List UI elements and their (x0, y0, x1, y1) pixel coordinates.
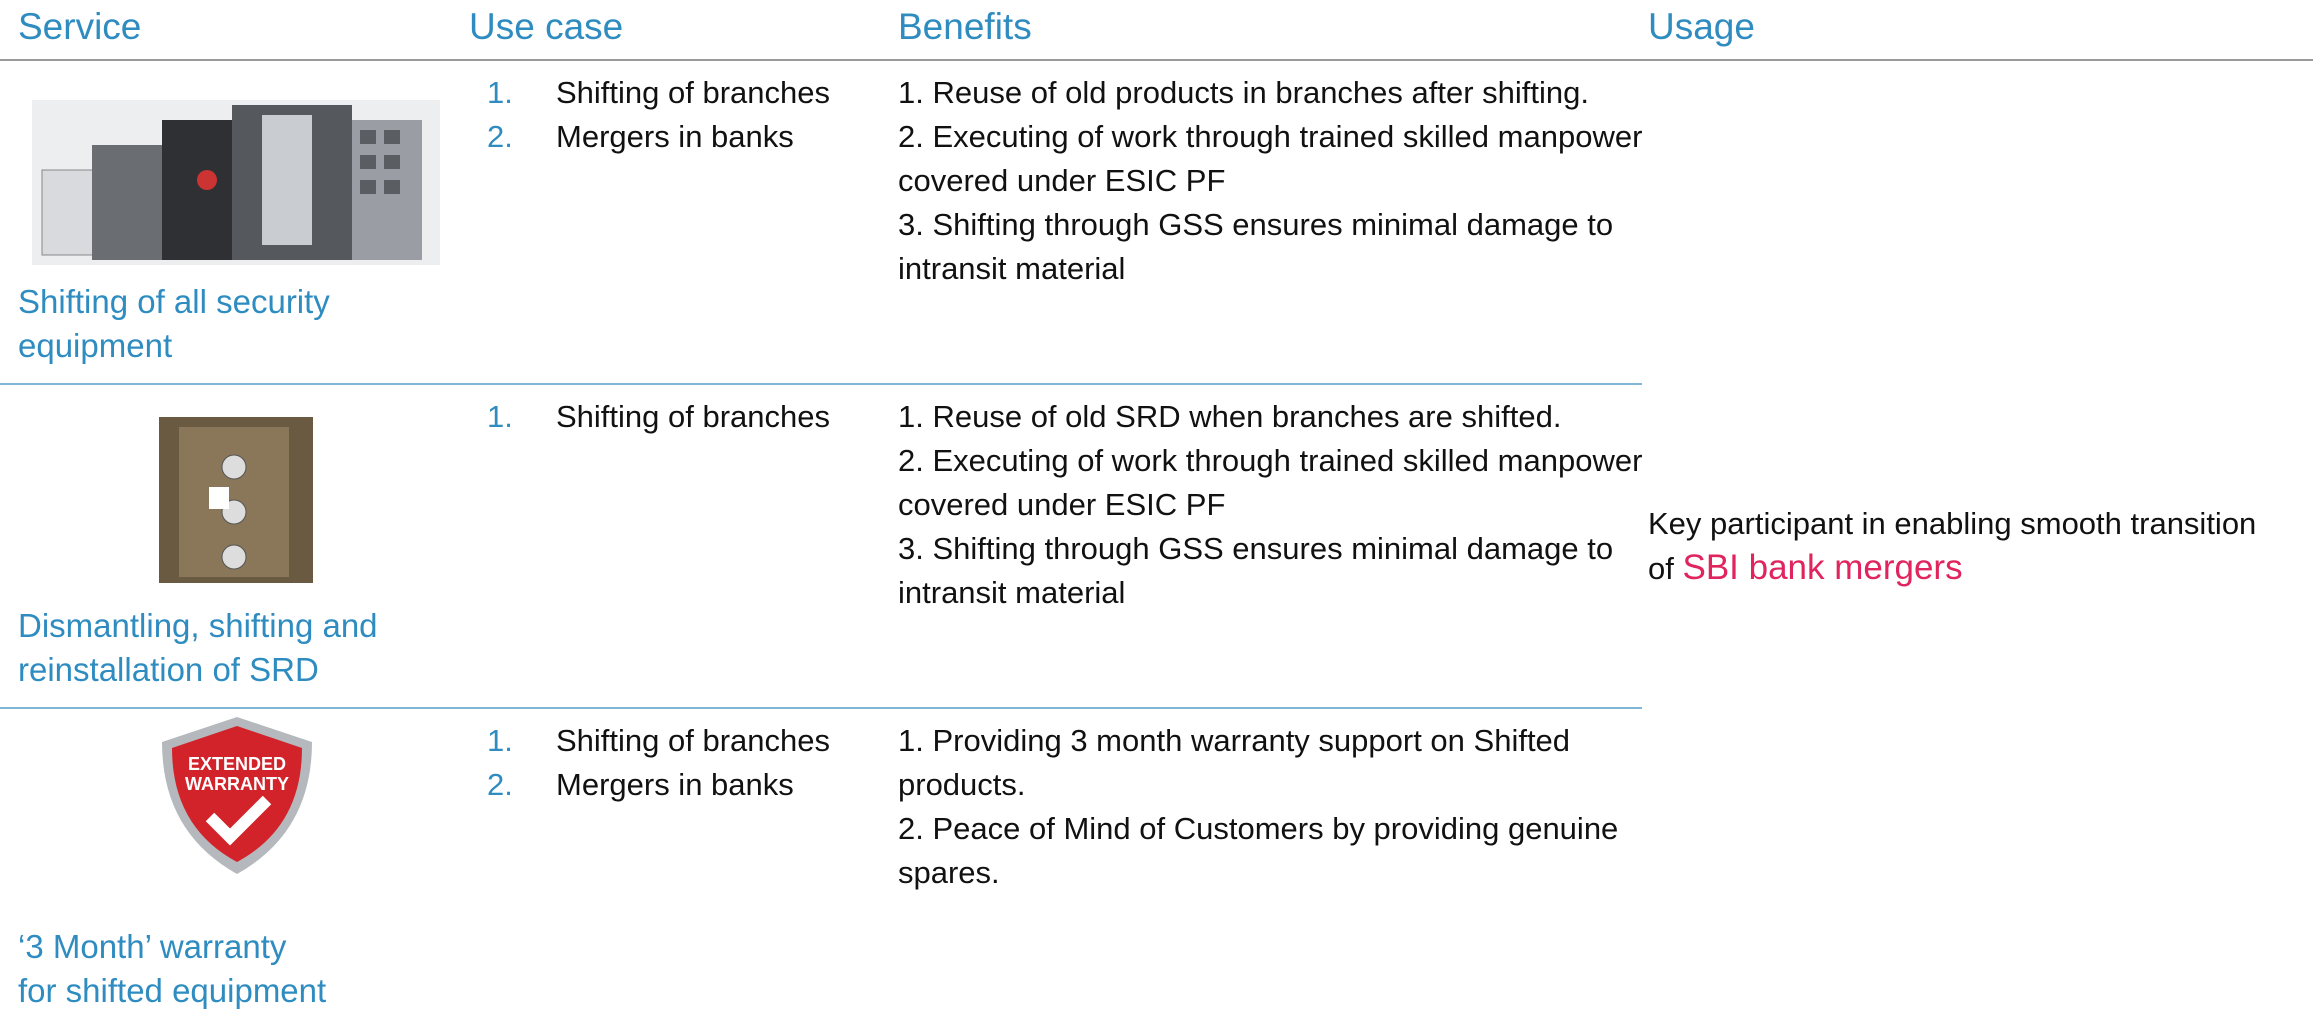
benefit-item: 3. Shifting through GSS ensures minimal … (898, 207, 1614, 286)
usage-text-part: Key participant in enabling smooth trans… (1648, 506, 2257, 586)
benefit-item: 1. Providing 3 month warranty support on… (898, 723, 1571, 802)
use-case-text: Shifting of branches (556, 75, 831, 110)
row-rule (0, 383, 1642, 385)
usage-highlight: SBI bank mergers (1682, 548, 1963, 587)
usage-text: Key participant in enabling smooth trans… (1648, 502, 2288, 591)
benefit-item: 1. Reuse of old SRD when branches are sh… (898, 399, 1562, 434)
use-case-list: 1. Shifting of branches (487, 395, 846, 439)
column-header: Use case (469, 6, 624, 47)
caption-line: Shifting of all security (18, 283, 330, 320)
service-caption: Dismantling, shifting and reinstallation … (18, 604, 378, 692)
benefits-list: 1. Providing 3 month warranty support on… (898, 719, 1658, 895)
benefit-item: 3. Shifting through GSS ensures minimal … (898, 531, 1614, 610)
caption-line: Dismantling, shifting and (18, 607, 378, 644)
use-case-item: 2. Mergers in banks (487, 763, 846, 807)
service-caption: Shifting of all security equipment (18, 280, 330, 368)
warranty-badge: EXTENDED WARRANTY (162, 717, 312, 874)
use-case-text: Mergers in banks (556, 767, 794, 802)
use-case-item: 1. Shifting of branches (487, 71, 846, 115)
list-marker: 2. (487, 119, 513, 154)
benefit-item: 2. Executing of work through trained ski… (898, 443, 1643, 522)
benefits-list: 1. Reuse of old SRD when branches are sh… (898, 395, 1658, 615)
badge-text: EXTENDED (188, 754, 286, 774)
use-case-item: 1. Shifting of branches (487, 719, 846, 763)
list-marker: 1. (487, 75, 513, 110)
use-case-text: Mergers in banks (556, 119, 794, 154)
benefits-list: 1. Reuse of old products in branches aft… (898, 71, 1658, 291)
badge-text: WARRANTY (185, 774, 289, 794)
use-case-item: 2. Mergers in banks (487, 115, 846, 159)
benefit-item: 1. Reuse of old products in branches aft… (898, 75, 1590, 110)
list-marker: 2. (487, 767, 513, 802)
column-header: Service (18, 6, 142, 47)
use-case-text: Shifting of branches (556, 723, 831, 758)
caption-line: for shifted equipment (18, 972, 327, 1009)
service-caption: ‘3 Month’ warranty for shifted equipment (18, 925, 326, 1013)
list-marker: 1. (487, 723, 513, 758)
use-case-list: 1. Shifting of branches 2. Mergers in banks (487, 719, 846, 807)
header-rule (0, 59, 2313, 61)
safes-image (32, 100, 440, 265)
row-rule (0, 707, 1642, 709)
use-case-list: 1. Shifting of branches 2. Mergers in banks (487, 71, 846, 159)
column-header: Usage (1648, 6, 1755, 47)
srd-image (159, 417, 313, 583)
column-header: Benefits (898, 6, 1032, 47)
use-case-text: Shifting of branches (556, 399, 831, 434)
use-case-item: 1. Shifting of branches (487, 395, 846, 439)
caption-line: reinstallation of SRD (18, 651, 319, 688)
list-marker: 1. (487, 399, 513, 434)
benefit-item: 2. Executing of work through trained ski… (898, 119, 1643, 198)
caption-line: ‘3 Month’ warranty (18, 928, 287, 965)
caption-line: equipment (18, 327, 173, 364)
benefit-item: 2. Peace of Mind of Customers by providi… (898, 811, 1619, 890)
